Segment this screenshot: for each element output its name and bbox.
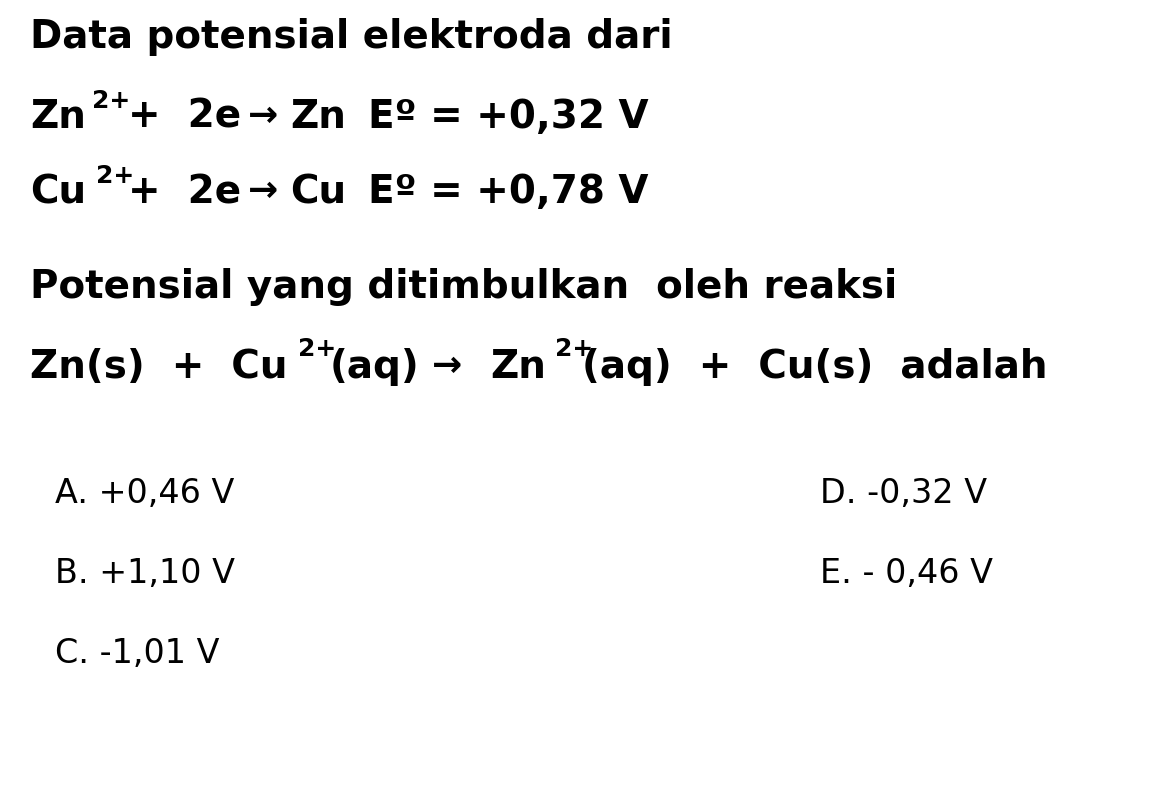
- Text: →: →: [248, 99, 278, 133]
- Text: Zn: Zn: [490, 348, 546, 386]
- Text: (aq): (aq): [330, 348, 420, 386]
- Text: C. -1,01 V: C. -1,01 V: [55, 637, 220, 670]
- Text: 2+: 2+: [298, 337, 336, 361]
- Text: +  2e: + 2e: [128, 173, 241, 211]
- Text: Data potensial elektroda dari: Data potensial elektroda dari: [31, 18, 673, 56]
- Text: A. +0,46 V: A. +0,46 V: [55, 477, 235, 510]
- Text: (aq)  +  Cu(s)  adalah: (aq) + Cu(s) adalah: [582, 348, 1047, 386]
- Text: 2+: 2+: [92, 89, 130, 113]
- Text: Eº = +0,32 V: Eº = +0,32 V: [367, 98, 648, 136]
- Text: E. - 0,46 V: E. - 0,46 V: [819, 557, 993, 590]
- Text: Cu: Cu: [290, 173, 346, 211]
- Text: Zn: Zn: [31, 98, 86, 136]
- Text: 2+: 2+: [555, 337, 593, 361]
- Text: Potensial yang ditimbulkan  oleh reaksi: Potensial yang ditimbulkan oleh reaksi: [31, 268, 897, 306]
- Text: Zn(s)  +  Cu: Zn(s) + Cu: [31, 348, 288, 386]
- Text: Cu: Cu: [31, 173, 86, 211]
- Text: →: →: [248, 174, 278, 208]
- Text: D. -0,32 V: D. -0,32 V: [819, 477, 987, 510]
- Text: Eº = +0,78 V: Eº = +0,78 V: [367, 173, 648, 211]
- Text: B. +1,10 V: B. +1,10 V: [55, 557, 235, 590]
- Text: 2+: 2+: [96, 164, 134, 188]
- Text: →: →: [432, 349, 463, 383]
- Text: +  2e: + 2e: [128, 98, 241, 136]
- Text: Zn: Zn: [290, 98, 346, 136]
